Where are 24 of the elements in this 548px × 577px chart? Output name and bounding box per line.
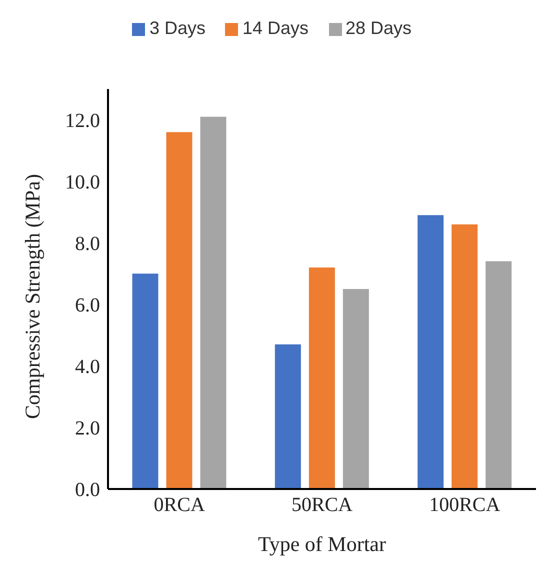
y-tick-label: 6.0 (75, 294, 100, 316)
x-axis-title: Type of Mortar (258, 532, 386, 556)
legend-label: 28 Days (346, 18, 412, 38)
bar (132, 274, 158, 489)
y-tick-label: 12.0 (65, 110, 100, 132)
y-tick-label: 8.0 (75, 232, 100, 255)
bar (418, 215, 444, 489)
x-tick-label: 0RCA (154, 494, 206, 516)
y-tick-label: 0.0 (75, 479, 100, 502)
bar (308, 267, 335, 489)
bar (486, 261, 512, 489)
y-axis-title: Compressive Strength (MPa) (20, 174, 44, 419)
bar (342, 289, 369, 489)
bar (274, 344, 301, 489)
x-tick-label: 100RCA (429, 494, 501, 516)
bar (452, 224, 478, 489)
legend-label: 3 Days (149, 18, 206, 38)
bar (200, 116, 226, 489)
bar (166, 132, 192, 489)
legend-label: 14 Days (242, 18, 309, 38)
x-tick-label: 50RCA (291, 494, 354, 516)
y-tick-label: 4.0 (75, 356, 100, 378)
y-tick-label: 2.0 (75, 418, 100, 440)
y-tick-label: 10.0 (65, 171, 100, 194)
